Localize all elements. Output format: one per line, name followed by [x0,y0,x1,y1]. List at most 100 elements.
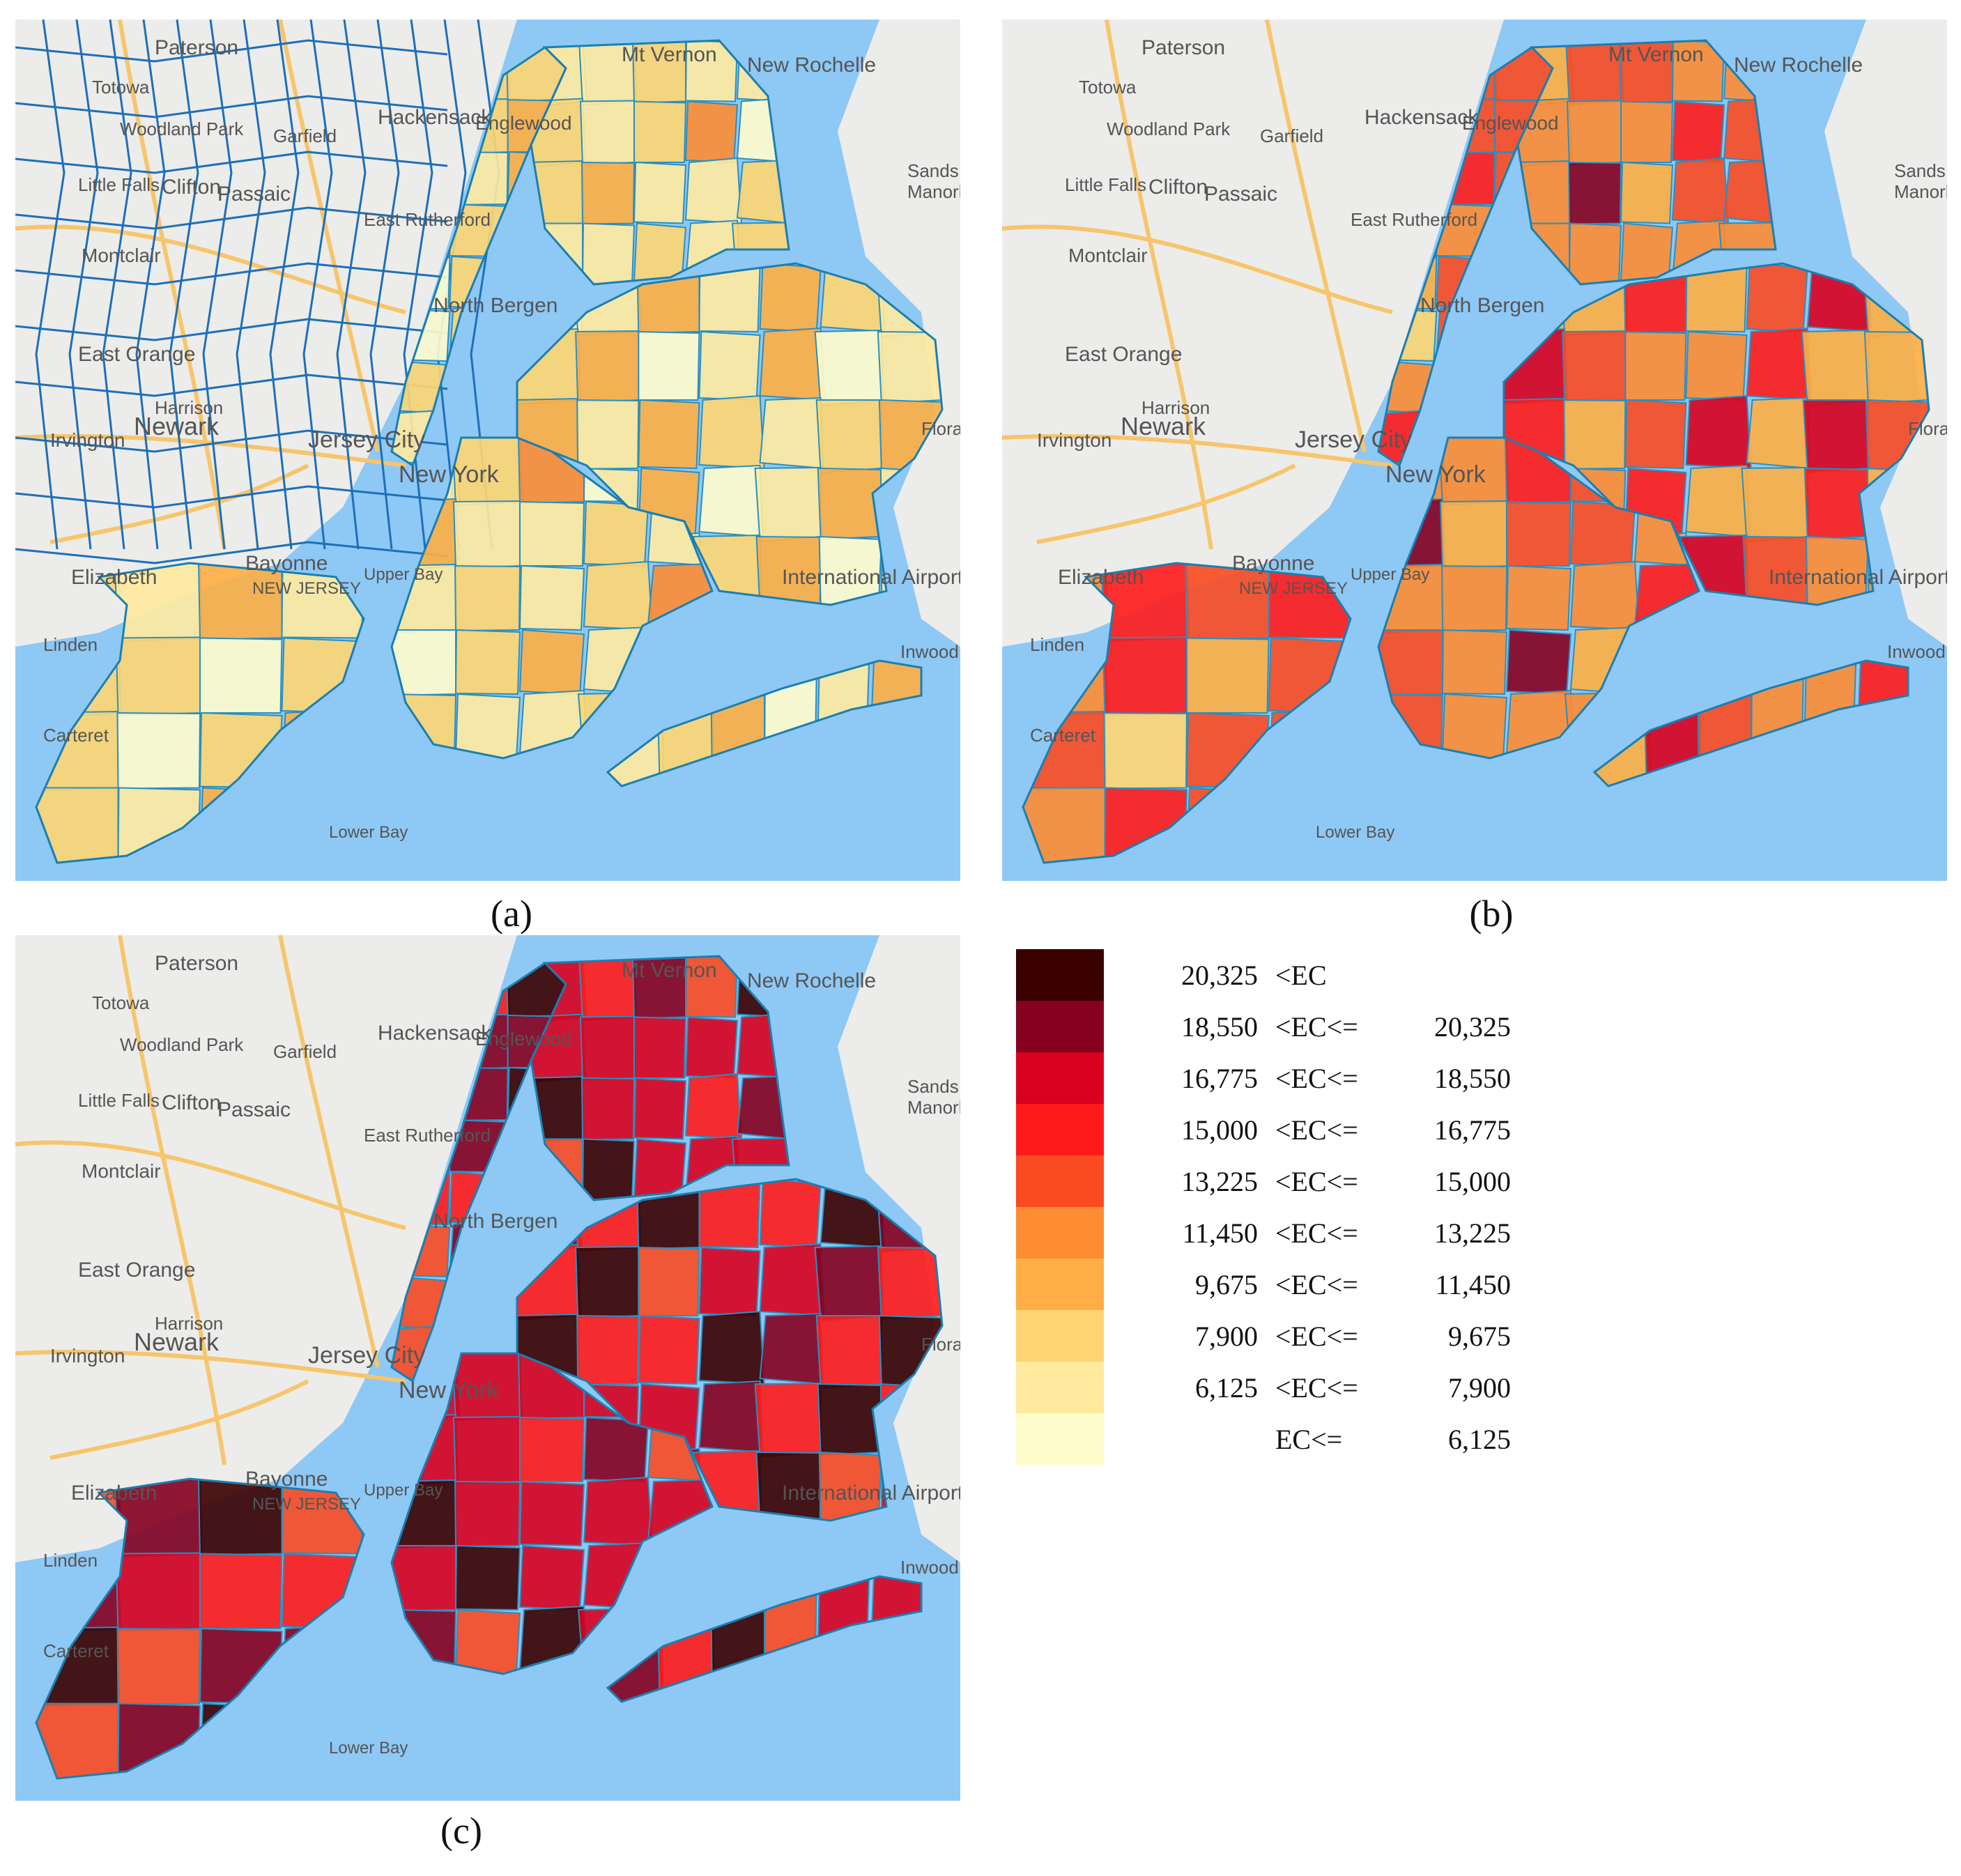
census-zone [392,693,457,758]
census-zone [817,1383,882,1456]
borough-outline-rockaway [1592,659,1909,787]
borough-outline-rockaway [606,659,923,787]
census-zone [638,399,700,470]
legend-swatch [1016,1104,1104,1155]
census-zone [820,1179,885,1249]
map-b[interactable]: Paterson Totowa Woodland Park Garfield Hacke… [1002,20,1947,881]
census-zone [633,222,687,284]
census-zone [1436,357,1498,415]
long-island-land [838,20,960,647]
legend-op: <EC<= [1275,1217,1358,1249]
district-border-line [236,20,266,550]
census-zone [1741,466,1809,543]
highway-road [15,224,406,314]
census-zone [638,1246,700,1316]
census-zone [1569,500,1636,567]
district-border-line [15,206,448,230]
district-border-line [269,20,300,550]
census-zone [1440,564,1508,632]
census-zone [1685,330,1748,401]
map-label-manorhaven: Manorhaven [907,1097,960,1118]
census-zone [754,466,822,543]
census-zone [759,1179,822,1249]
map-label-irvington: Irvington [50,429,125,451]
map-label-bayonne: Bayonne [1232,552,1314,575]
legend-swatch [1016,1362,1104,1413]
map-label-floral-park: Floral Park [1908,418,1947,439]
legend-op: <EC<= [1275,1321,1358,1352]
map-label-clifton: Clifton [162,176,221,199]
census-zone [454,1608,521,1674]
census-zone [1742,535,1808,605]
map-label-paterson: Paterson [155,952,238,975]
borough-outline-manhattan [390,962,567,1383]
map-label-hackensack: Hackensack [378,106,492,129]
census-zone [583,500,649,567]
map-a[interactable]: Paterson Totowa Woodland Park Garfield Hacke… [15,20,960,881]
legend-swatch [1016,949,1104,1001]
census-zone [709,661,765,786]
legend-low: 20,325 [1181,960,1258,991]
map-label-montclair: Montclair [1068,245,1148,266]
census-zone [877,330,942,405]
census-zone [1642,661,1702,786]
legend-swatch [1016,1052,1104,1104]
census-zone [199,1702,283,1778]
census-zone [1268,637,1351,714]
census-zone [684,1016,739,1079]
census-zone [815,399,882,474]
highway-road [118,20,226,550]
legend-op: <EC<= [1275,1063,1358,1094]
map-label-jersey-city: Jersey City [308,426,425,453]
borough-outline-brooklyn [390,436,714,760]
borough-rockaway [1594,661,1908,786]
map-label-jfk: International Airport [1769,566,1947,589]
district-border-line [15,541,448,564]
census-zone [531,222,583,284]
census-zone [1441,629,1508,695]
highway-road [1265,20,1367,452]
district-border-line [15,151,448,174]
census-zone [579,1015,636,1082]
new-jersey-land [15,935,517,1562]
map-label-montclair: Montclair [82,245,161,266]
census-zone [817,467,882,541]
map-label-garfield: Garfield [273,1041,337,1062]
legend-swatch [1016,1155,1104,1207]
map-label-linden: Linden [1030,634,1084,655]
highway-road [15,434,406,468]
map-label-newark: Newark [1121,412,1206,440]
map-label-clifton: Clifton [1148,176,1208,199]
map-label-englewood: Englewood [475,1028,572,1050]
district-border-line [15,374,448,397]
census-zone [519,500,585,567]
census-zone [116,712,201,790]
census-zone [1568,222,1622,284]
census-zone [1023,787,1106,863]
census-zone [638,330,700,401]
census-zone [199,1553,283,1629]
census-zone [1185,787,1270,863]
legend-low: 13,225 [1181,1166,1258,1197]
map-label-bayonne: Bayonne [245,552,328,575]
legend-high: 13,225 [1434,1217,1511,1249]
census-zone [698,1179,761,1249]
map-c[interactable]: Paterson Totowa Woodland Park Garfield Hacke… [15,935,960,1801]
census-zone [454,629,521,695]
borough-outline-manhattan [1377,46,1554,468]
map-label-north-bergen: North Bergen [1420,294,1544,317]
census-zone [1562,330,1627,403]
census-zone [1685,263,1748,333]
highway-road [1002,434,1393,468]
map-label-paterson: Paterson [155,36,238,59]
legend-row: 16,775 <EC<= 18,550 [1016,1052,1511,1104]
census-zone [736,97,789,164]
census-zone [815,1576,870,1702]
census-zone [759,397,824,470]
map-label-jfk: International Airport [782,566,960,589]
long-island-land [838,935,960,1562]
census-zone [814,1245,884,1323]
census-zone [1806,263,1872,333]
census-zone [633,1138,687,1200]
map-label-sands-point: Sands Point [1894,160,1947,181]
